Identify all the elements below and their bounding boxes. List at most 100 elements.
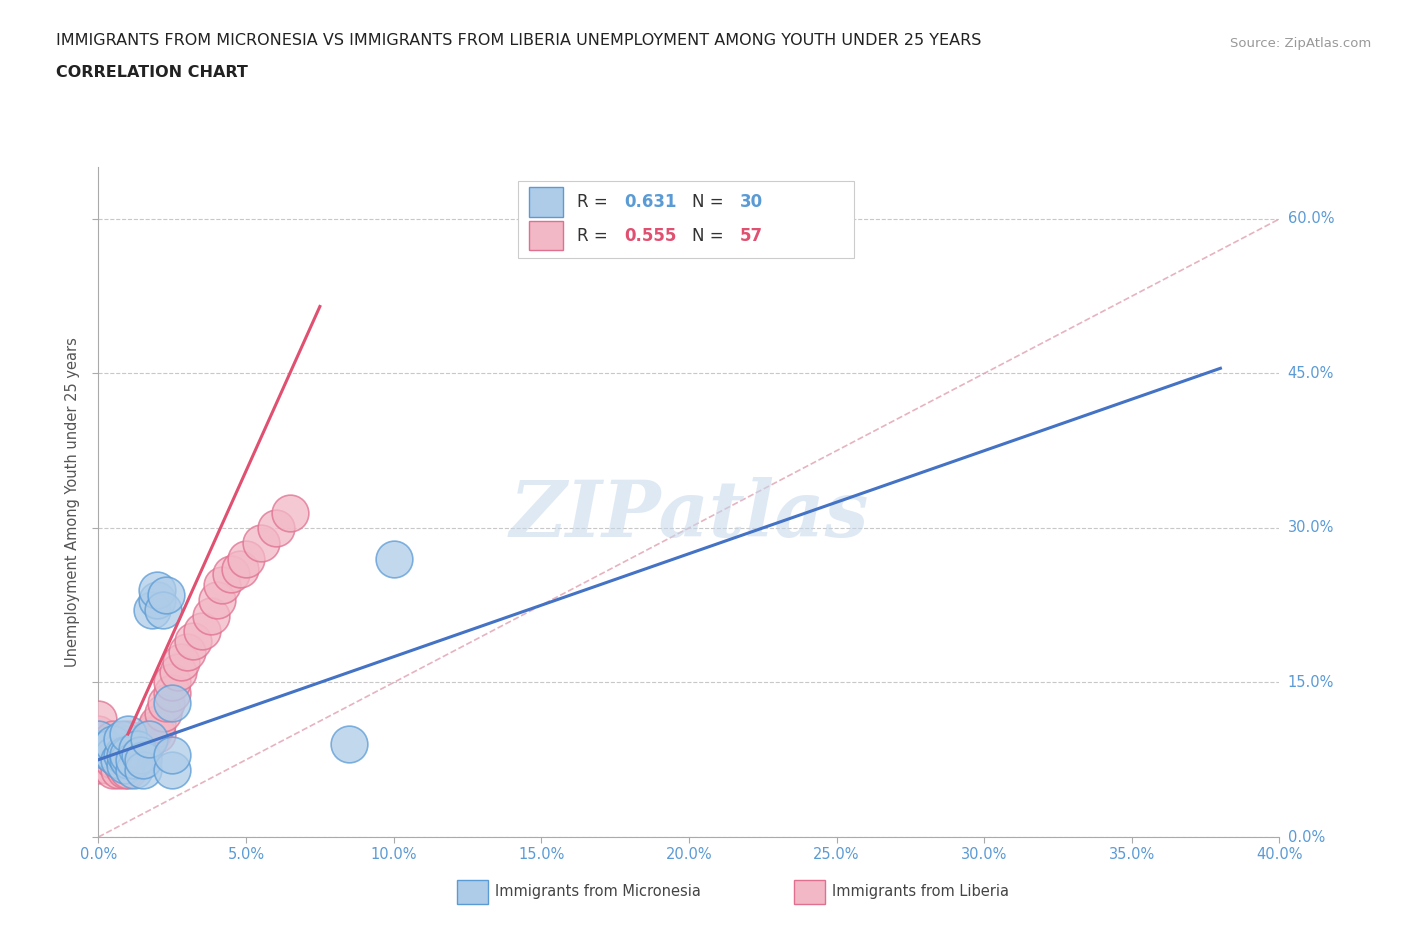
Point xyxy=(146,582,169,597)
Point xyxy=(103,763,125,777)
Point xyxy=(162,696,183,711)
Point xyxy=(103,747,125,762)
Point xyxy=(152,603,174,618)
Point xyxy=(155,588,177,603)
Point xyxy=(132,763,155,777)
Text: 57: 57 xyxy=(740,227,763,245)
Text: CORRELATION CHART: CORRELATION CHART xyxy=(56,65,247,80)
Point xyxy=(167,665,190,680)
Point xyxy=(117,747,139,762)
Text: 0.0%: 0.0% xyxy=(1288,830,1324,844)
Point xyxy=(117,763,139,777)
Point xyxy=(103,732,125,747)
Point xyxy=(229,562,252,577)
Point xyxy=(117,752,139,767)
Text: 0.555: 0.555 xyxy=(624,227,676,245)
Point xyxy=(278,505,302,520)
Point xyxy=(191,623,214,638)
Point xyxy=(132,752,155,767)
Y-axis label: Unemployment Among Youth under 25 years: Unemployment Among Youth under 25 years xyxy=(65,338,80,667)
Point xyxy=(128,747,150,762)
Point xyxy=(96,757,118,772)
Point xyxy=(117,752,139,767)
Point xyxy=(98,747,121,762)
Text: Source: ZipAtlas.com: Source: ZipAtlas.com xyxy=(1230,37,1371,50)
Point xyxy=(264,521,287,536)
Text: Immigrants from Liberia: Immigrants from Liberia xyxy=(832,884,1010,899)
FancyBboxPatch shape xyxy=(517,180,855,258)
Point xyxy=(96,742,118,757)
Point xyxy=(143,722,166,737)
Point xyxy=(114,763,136,777)
Point xyxy=(138,732,160,747)
Text: R =: R = xyxy=(576,193,613,211)
Text: 0.631: 0.631 xyxy=(624,193,676,211)
Point xyxy=(111,747,134,762)
Text: IMMIGRANTS FROM MICRONESIA VS IMMIGRANTS FROM LIBERIA UNEMPLOYMENT AMONG YOUTH U: IMMIGRANTS FROM MICRONESIA VS IMMIGRANTS… xyxy=(56,33,981,47)
Text: 30: 30 xyxy=(740,193,763,211)
Point xyxy=(108,763,131,777)
Point xyxy=(135,737,157,751)
Point xyxy=(87,742,110,757)
Point xyxy=(162,747,183,762)
Point xyxy=(103,737,125,751)
Point xyxy=(122,752,145,767)
FancyBboxPatch shape xyxy=(530,221,562,250)
Point xyxy=(138,732,160,747)
Text: 60.0%: 60.0% xyxy=(1288,211,1334,226)
Point xyxy=(141,726,163,741)
Point xyxy=(141,603,163,618)
Point xyxy=(87,732,110,747)
Point xyxy=(87,747,110,762)
Point xyxy=(103,752,125,767)
Point xyxy=(111,747,134,762)
Point xyxy=(96,737,118,751)
Point xyxy=(108,752,131,767)
Text: 15.0%: 15.0% xyxy=(1288,675,1334,690)
Point xyxy=(108,742,131,757)
Text: N =: N = xyxy=(693,193,730,211)
Point xyxy=(125,742,148,757)
Point xyxy=(146,592,169,607)
Point xyxy=(176,644,198,659)
Text: 45.0%: 45.0% xyxy=(1288,365,1334,381)
Point xyxy=(170,655,193,670)
Point xyxy=(146,716,169,731)
Point xyxy=(111,732,134,747)
Point xyxy=(114,737,136,751)
Point xyxy=(117,726,139,741)
Point xyxy=(103,747,125,762)
Text: R =: R = xyxy=(576,227,613,245)
Point xyxy=(132,742,155,757)
Point xyxy=(111,757,134,772)
Point xyxy=(96,747,118,762)
Point xyxy=(200,608,222,623)
Point xyxy=(146,726,169,741)
Text: Immigrants from Micronesia: Immigrants from Micronesia xyxy=(495,884,700,899)
Point xyxy=(87,757,110,772)
Point xyxy=(87,726,110,741)
Point xyxy=(108,752,131,767)
Point xyxy=(152,706,174,721)
Point xyxy=(122,763,145,777)
Point xyxy=(114,757,136,772)
Point xyxy=(155,696,177,711)
Point xyxy=(105,742,128,757)
FancyBboxPatch shape xyxy=(530,188,562,217)
Point xyxy=(87,711,110,726)
Point xyxy=(122,742,145,757)
Point xyxy=(162,675,183,690)
Point xyxy=(125,747,148,762)
Point xyxy=(117,747,139,762)
Point xyxy=(337,737,360,751)
Point xyxy=(128,737,150,751)
Point xyxy=(235,551,257,566)
Point xyxy=(205,592,228,607)
Text: ZIPatlas: ZIPatlas xyxy=(509,477,869,554)
Point xyxy=(87,742,110,757)
Point xyxy=(122,752,145,767)
Point xyxy=(382,551,405,566)
Text: N =: N = xyxy=(693,227,730,245)
Point xyxy=(162,763,183,777)
Point xyxy=(211,578,233,592)
